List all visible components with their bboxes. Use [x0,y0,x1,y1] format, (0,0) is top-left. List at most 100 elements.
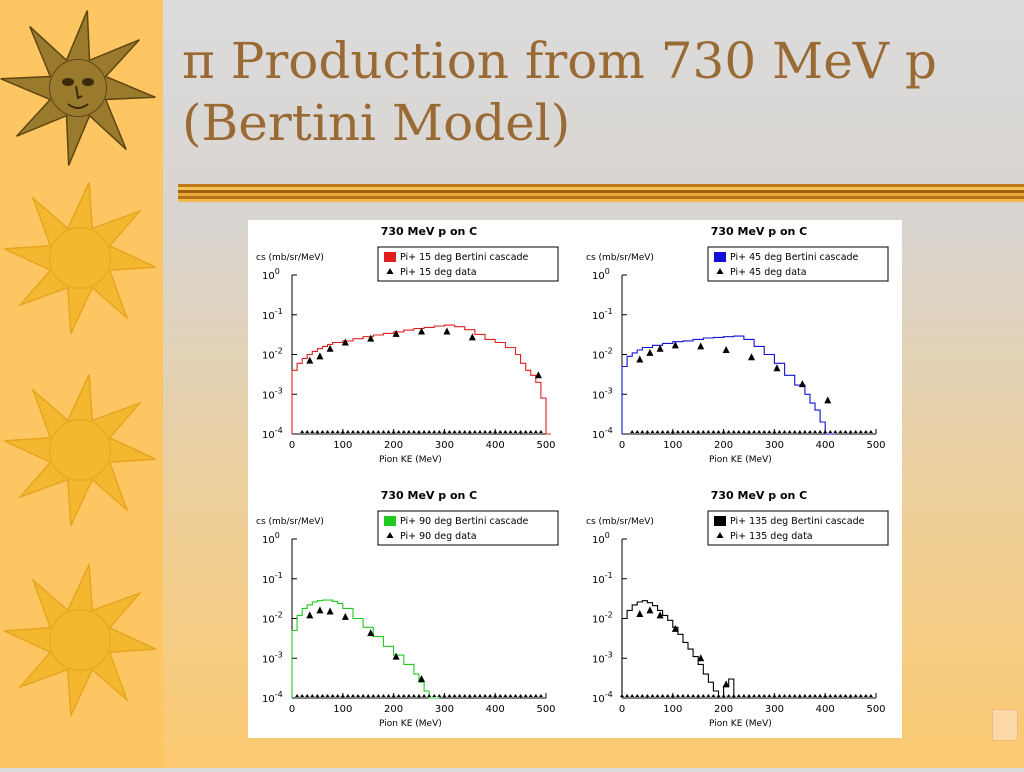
zero-data-point [493,430,498,433]
zero-data-point [833,430,838,433]
zero-data-point [356,694,361,697]
zero-data-point [396,430,401,433]
zero-data-point [863,430,868,433]
sun-eye-left [62,78,74,86]
y-tick-label: 10-3 [592,386,613,401]
zero-data-point [295,694,300,697]
zero-data-point [447,430,452,433]
zero-data-point [467,430,472,433]
zero-data-point [757,430,762,433]
zero-data-point [736,694,741,697]
zero-data-point [828,430,833,433]
legend-swatch [714,252,726,262]
zero-data-point [777,430,782,433]
zero-data-point [483,430,488,433]
legend-label: Pi+ 45 deg data [730,267,807,278]
zero-data-point [802,430,807,433]
series-histogram [291,599,440,699]
legend-box [377,246,559,282]
zero-data-point [371,430,376,433]
sun-disc [49,609,111,671]
sun-disc [49,227,111,289]
legend-label: Pi+ 15 deg Bertini cascade [400,252,529,263]
zero-data-point [472,694,477,697]
zero-data-point [523,694,528,697]
legend-label: Pi+ 135 deg data [730,531,813,542]
legend-swatch [384,252,396,262]
y-axis-label: cs (mb/sr/MeV) [256,253,324,263]
legend-marker [716,268,724,274]
zero-data-point [503,430,508,433]
zero-data-point [670,694,675,697]
zero-data-point [462,430,467,433]
data-point [418,327,426,335]
legend-swatch [714,516,726,526]
zero-data-point [381,694,386,697]
zero-data-point [818,694,823,697]
zero-data-point [366,694,371,697]
data-point [636,355,644,363]
zero-data-point [635,694,640,697]
chart-grid: 730 MeV p on C cs (mb/sr/MeV) 100 10-1 10-2 1… [256,225,889,729]
zero-data-point [858,694,863,697]
legend-marker [386,532,394,538]
zero-data-point [736,430,741,433]
zero-data-point [442,430,447,433]
zero-data-point [417,430,421,433]
zero-data-point [422,694,427,697]
zero-data-point [422,430,427,433]
zero-data-point [625,694,630,697]
zero-data-point [686,430,691,433]
zero-data-point [823,430,828,433]
zero-data-point [787,430,792,433]
zero-data-point [320,694,325,697]
zero-data-point [513,694,518,697]
y-tick-label: 10-3 [262,386,283,401]
zero-data-point [691,430,696,433]
zero-data-point [767,694,772,697]
y-tick-label: 10-4 [262,690,283,705]
x-tick-label: 200 [714,704,733,715]
data-point [656,611,664,619]
zero-data-point [335,694,340,697]
legend-label: Pi+ 90 deg Bertini cascade [400,516,529,527]
data-point [367,629,375,637]
zero-data-point [340,694,345,697]
zero-data-point [655,694,660,697]
chart-title: 730 MeV p on C [381,489,478,502]
zero-data-point [538,694,543,697]
zero-data-point [411,430,416,433]
data-point [534,371,542,379]
zero-data-point [757,694,762,697]
y-tick-label: 10-2 [262,611,283,626]
x-tick-label: 500 [536,704,555,715]
chart-panel-3: 730 MeV p on C cs (mb/sr/MeV) 100 10-1 10-2 1… [256,489,559,729]
x-tick-label: 400 [816,704,835,715]
zero-data-point [665,694,670,697]
zero-data-point [680,694,685,697]
zero-data-point [670,430,675,433]
x-tick-label: 400 [816,440,835,451]
zero-data-point [340,430,345,433]
zero-data-point [401,430,406,433]
y-axis-label: cs (mb/sr/MeV) [586,517,654,527]
legend-marker [386,268,394,274]
zero-data-point [305,430,310,433]
legend-box [377,510,559,546]
zero-data-point [386,430,391,433]
y-tick-label: 10-1 [262,307,283,322]
data-point [646,606,654,614]
zero-data-point [747,430,751,433]
zero-data-point [853,694,858,697]
title-divider [178,184,1024,202]
x-tick-label: 400 [486,440,505,451]
zero-data-point [432,694,437,697]
zero-data-point [330,694,335,697]
zero-data-point [797,430,802,433]
zero-data-point [356,430,361,433]
zero-data-point [818,430,823,433]
sun-disc [49,59,107,117]
zero-data-point [706,430,711,433]
y-tick-label: 10-1 [592,307,613,322]
legend-marker [716,532,724,538]
